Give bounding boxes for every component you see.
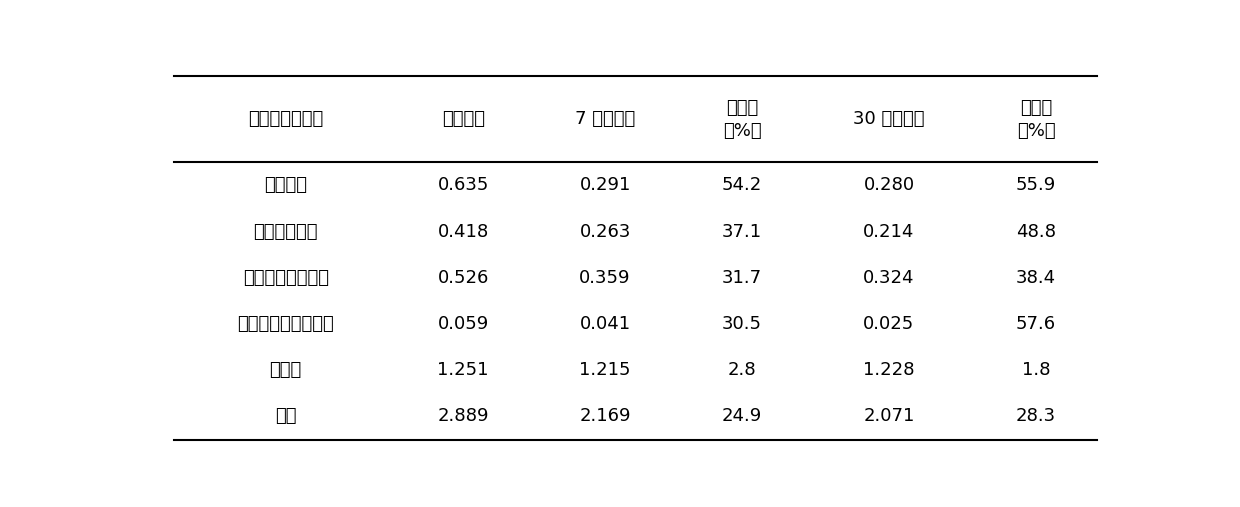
Text: 24.9: 24.9 xyxy=(722,408,763,425)
Text: 1.8: 1.8 xyxy=(1022,361,1050,379)
Text: 37.1: 37.1 xyxy=(722,223,763,241)
Text: 38.4: 38.4 xyxy=(1016,269,1056,287)
Text: 2.071: 2.071 xyxy=(863,408,915,425)
Text: 57.6: 57.6 xyxy=(1016,315,1056,333)
Text: 原始浓度: 原始浓度 xyxy=(441,111,485,128)
Text: 0.291: 0.291 xyxy=(579,176,631,195)
Text: 0.025: 0.025 xyxy=(863,315,915,333)
Text: 铁锰氧化物结合态: 铁锰氧化物结合态 xyxy=(243,269,329,287)
Text: 0.359: 0.359 xyxy=(579,269,631,287)
Text: 30.5: 30.5 xyxy=(722,315,761,333)
Text: 可交换态: 可交换态 xyxy=(264,176,308,195)
Text: 0.041: 0.041 xyxy=(579,315,631,333)
Text: 残渣态: 残渣态 xyxy=(269,361,301,379)
Text: 0.324: 0.324 xyxy=(863,269,915,287)
Text: 1.215: 1.215 xyxy=(579,361,631,379)
Text: 54.2: 54.2 xyxy=(722,176,763,195)
Text: 2.169: 2.169 xyxy=(579,408,631,425)
Text: 48.8: 48.8 xyxy=(1016,223,1056,241)
Text: 合计: 合计 xyxy=(275,408,296,425)
Text: 1.228: 1.228 xyxy=(863,361,915,379)
Text: 0.280: 0.280 xyxy=(863,176,915,195)
Text: 2.889: 2.889 xyxy=(438,408,489,425)
Text: 2.8: 2.8 xyxy=(728,361,756,379)
Text: 0.263: 0.263 xyxy=(579,223,631,241)
Text: 31.7: 31.7 xyxy=(722,269,763,287)
Text: 0.214: 0.214 xyxy=(863,223,915,241)
Text: 重金属结合形态: 重金属结合形态 xyxy=(248,111,324,128)
Text: 0.526: 0.526 xyxy=(438,269,489,287)
Text: 28.3: 28.3 xyxy=(1016,408,1056,425)
Text: 提取率
（%）: 提取率 （%） xyxy=(1017,98,1055,140)
Text: 55.9: 55.9 xyxy=(1016,176,1056,195)
Text: 碳酸盐结合态: 碳酸盐结合态 xyxy=(253,223,317,241)
Text: 0.418: 0.418 xyxy=(438,223,489,241)
Text: 有机及硫化物结合态: 有机及硫化物结合态 xyxy=(237,315,334,333)
Text: 30 日后浓度: 30 日后浓度 xyxy=(853,111,925,128)
Text: 7 日后浓度: 7 日后浓度 xyxy=(575,111,635,128)
Text: 0.059: 0.059 xyxy=(438,315,489,333)
Text: 提取率
（%）: 提取率 （%） xyxy=(723,98,761,140)
Text: 1.251: 1.251 xyxy=(438,361,489,379)
Text: 0.635: 0.635 xyxy=(438,176,489,195)
